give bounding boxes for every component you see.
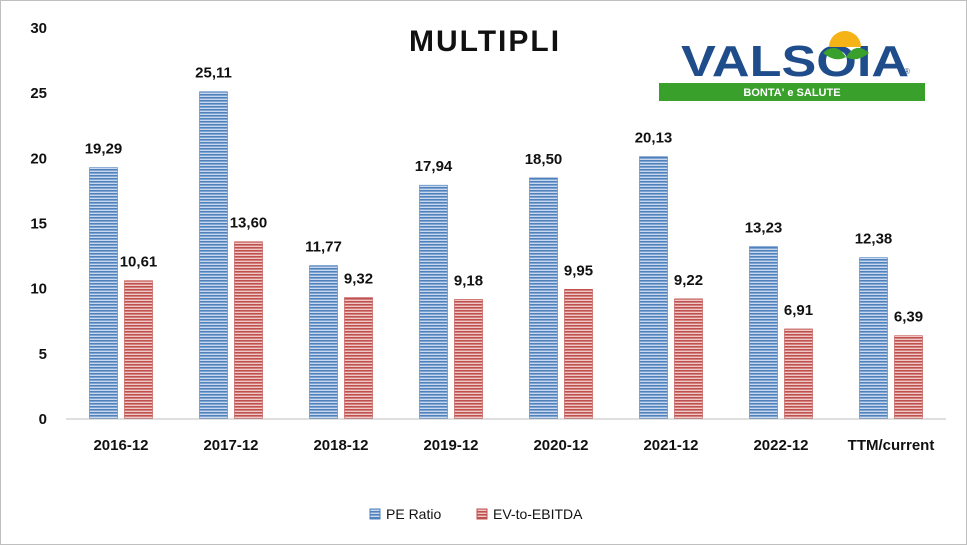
y-tick-label: 20: [30, 150, 47, 167]
brand-tagline: BONTA' e SALUTE: [743, 87, 840, 99]
data-label-ev-to-ebitda-2021-12: 9,22: [674, 272, 703, 289]
y-tick-label: 25: [30, 85, 47, 102]
brand-logo: VALSOIA ® BONTA' e SALUTE: [659, 31, 925, 101]
bar-pe-ratio-2017-12: [199, 91, 228, 420]
data-label-pe-ratio-2022-12: 13,23: [745, 220, 783, 237]
x-tick-label: 2021-12: [643, 437, 698, 454]
legend-swatch-ev-to-ebitda: [476, 508, 488, 520]
x-tick-label: 2016-12: [93, 437, 148, 454]
bar-ev-to-ebitda-ttm-current: [894, 335, 923, 420]
x-tick-label: TTM/current: [848, 437, 935, 454]
bar-pe-ratio-ttm-current: [859, 257, 888, 420]
tagline-band: [659, 83, 925, 101]
bar-ev-to-ebitda-2019-12: [454, 299, 483, 420]
x-tick-label: 2022-12: [753, 437, 808, 454]
x-axis: 2016-12 2017-12 2018-12 2019-12 2020-12 2021-…: [66, 418, 946, 454]
data-label-pe-ratio-2020-12: 18,50: [525, 151, 563, 168]
y-tick-label: 0: [39, 411, 47, 428]
x-tick-label: 2019-12: [423, 437, 478, 454]
data-label-pe-ratio-2019-12: 17,94: [415, 158, 453, 175]
data-label-ev-to-ebitda-2018-12: 9,32: [344, 271, 373, 288]
bar-pe-ratio-2021-12: [639, 156, 668, 420]
bar-ev-to-ebitda-2016-12: [124, 280, 153, 420]
x-tick-label: 2017-12: [203, 437, 258, 454]
data-label-pe-ratio-2017-12: 25,11: [195, 65, 232, 82]
bar-ev-to-ebitda-2022-12: [784, 328, 813, 420]
data-label-ev-to-ebitda-2020-12: 9,95: [564, 262, 593, 279]
bar-pe-ratio-2022-12: [749, 246, 778, 420]
bar-ev-to-ebitda-2017-12: [234, 241, 263, 420]
y-axis: 0 5 10 15 20 25 30: [30, 20, 47, 428]
sun-leaf-icon: [823, 31, 869, 60]
x-tick-label: 2020-12: [533, 437, 588, 454]
bar-ev-to-ebitda-2021-12: [674, 298, 703, 420]
data-label-ev-to-ebitda-2019-12: 9,18: [454, 272, 483, 289]
bar-ev-to-ebitda-2018-12: [344, 297, 373, 420]
data-label-pe-ratio-2018-12: 11,77: [305, 239, 342, 256]
data-label-ev-to-ebitda-ttm-current: 6,39: [894, 309, 923, 326]
bar-ev-to-ebitda-2020-12: [564, 289, 593, 420]
bar-pe-ratio-2016-12: [89, 167, 118, 420]
legend-label-pe-ratio: PE Ratio: [386, 506, 441, 522]
legend-swatch-pe-ratio: [369, 508, 381, 520]
data-label-pe-ratio-2016-12: 19,29: [85, 141, 123, 158]
y-tick-label: 30: [30, 20, 47, 37]
chart-title: MULTIPLI: [409, 25, 561, 58]
y-tick-label: 5: [39, 346, 47, 363]
legend-label-ev-to-ebitda: EV-to-EBITDA: [493, 506, 583, 522]
data-label-ev-to-ebitda-2016-12: 10,61: [120, 254, 158, 271]
data-label-ev-to-ebitda-2022-12: 6,91: [784, 302, 813, 319]
legend: PE Ratio EV-to-EBITDA: [369, 506, 583, 522]
brand-name: VALSOIA: [681, 37, 909, 86]
bar-pe-ratio-2018-12: [309, 265, 338, 420]
data-label-pe-ratio-ttm-current: 12,38: [855, 231, 893, 248]
y-tick-label: 15: [30, 216, 47, 233]
data-label-ev-to-ebitda-2017-12: 13,60: [230, 215, 268, 232]
bar-pe-ratio-2020-12: [529, 177, 558, 420]
bars: [89, 91, 923, 420]
y-tick-label: 10: [30, 281, 47, 298]
bar-pe-ratio-2019-12: [419, 184, 448, 420]
data-labels: 19,29 10,61 25,11 13,60 11,779,32 17,94 9,18 18…: [85, 65, 923, 326]
x-tick-label: 2018-12: [313, 437, 368, 454]
registered-icon: ®: [904, 67, 910, 76]
data-label-pe-ratio-2021-12: 20,13: [635, 130, 673, 147]
